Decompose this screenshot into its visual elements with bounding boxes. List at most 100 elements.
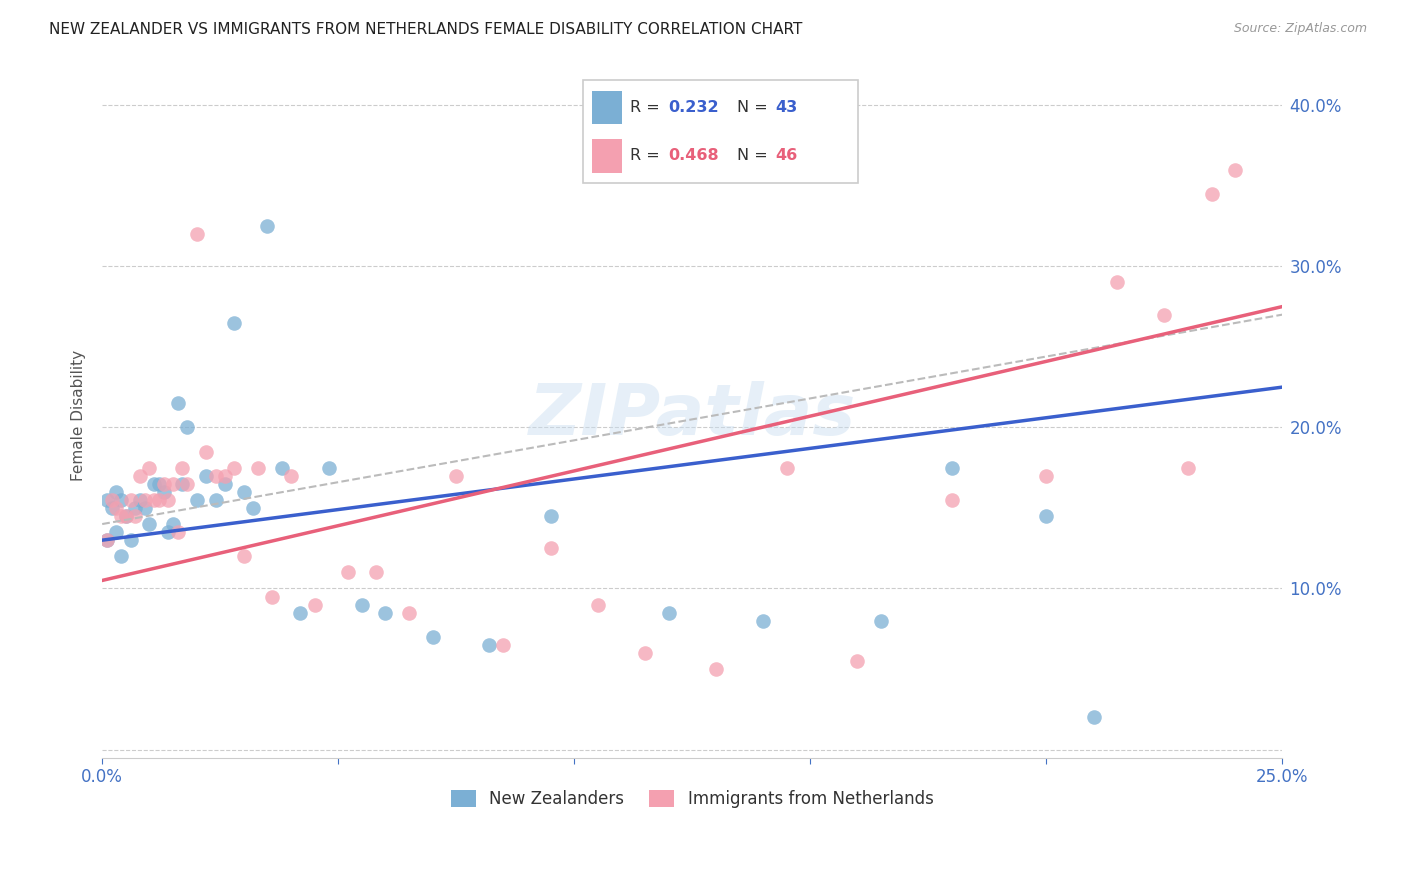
Point bbox=[224, 460, 246, 475]
Point bbox=[1035, 468, 1057, 483]
Y-axis label: Female Disability: Female Disability bbox=[72, 350, 86, 481]
Point bbox=[290, 606, 312, 620]
Point bbox=[214, 476, 236, 491]
Point bbox=[96, 492, 118, 507]
Point bbox=[138, 517, 160, 532]
Text: ZIPatlas: ZIPatlas bbox=[529, 381, 856, 450]
Point bbox=[166, 396, 188, 410]
Point bbox=[870, 614, 893, 628]
Point bbox=[776, 460, 799, 475]
Point bbox=[148, 492, 170, 507]
Point bbox=[941, 460, 963, 475]
Point bbox=[162, 517, 184, 532]
Point bbox=[1035, 508, 1057, 523]
Point bbox=[846, 654, 869, 668]
Text: 43: 43 bbox=[776, 100, 797, 115]
Point bbox=[110, 508, 132, 523]
FancyBboxPatch shape bbox=[583, 80, 858, 183]
Point bbox=[398, 606, 420, 620]
Point bbox=[280, 468, 302, 483]
Point bbox=[157, 492, 180, 507]
Point bbox=[152, 484, 174, 499]
FancyBboxPatch shape bbox=[592, 91, 621, 124]
Point bbox=[1153, 308, 1175, 322]
Point bbox=[232, 549, 254, 564]
Text: 0.232: 0.232 bbox=[668, 100, 718, 115]
Point bbox=[176, 476, 198, 491]
Point bbox=[374, 606, 396, 620]
Point bbox=[172, 476, 194, 491]
Point bbox=[120, 492, 142, 507]
Point bbox=[242, 500, 264, 515]
Point bbox=[114, 508, 136, 523]
Point bbox=[232, 484, 254, 499]
Point bbox=[214, 468, 236, 483]
Point bbox=[204, 468, 226, 483]
Point bbox=[304, 598, 326, 612]
Point bbox=[105, 525, 128, 540]
Point bbox=[162, 476, 184, 491]
Point bbox=[129, 492, 152, 507]
Point bbox=[204, 492, 226, 507]
Point bbox=[138, 460, 160, 475]
Point bbox=[634, 646, 657, 660]
Point bbox=[105, 484, 128, 499]
Point bbox=[143, 476, 166, 491]
Text: N =: N = bbox=[737, 148, 773, 163]
Point bbox=[195, 468, 218, 483]
Point bbox=[96, 533, 118, 548]
Point bbox=[540, 541, 562, 556]
Point bbox=[120, 533, 142, 548]
Point bbox=[364, 566, 387, 580]
Point bbox=[446, 468, 468, 483]
Text: R =: R = bbox=[630, 148, 665, 163]
Point bbox=[658, 606, 681, 620]
Point bbox=[704, 662, 727, 676]
Point bbox=[148, 476, 170, 491]
Point bbox=[166, 525, 188, 540]
Point bbox=[134, 492, 156, 507]
Point bbox=[270, 460, 292, 475]
Point bbox=[262, 590, 284, 604]
Point bbox=[195, 444, 218, 458]
Point bbox=[1083, 710, 1105, 724]
Point bbox=[1223, 162, 1246, 177]
Point bbox=[752, 614, 775, 628]
Point bbox=[134, 500, 156, 515]
Point bbox=[246, 460, 269, 475]
Point bbox=[129, 468, 152, 483]
Point bbox=[96, 533, 118, 548]
Point bbox=[318, 460, 340, 475]
Text: N =: N = bbox=[737, 100, 773, 115]
Point bbox=[492, 638, 515, 652]
Point bbox=[110, 549, 132, 564]
Point bbox=[176, 420, 198, 434]
Point bbox=[105, 500, 128, 515]
Text: 46: 46 bbox=[776, 148, 797, 163]
Point bbox=[143, 492, 166, 507]
Point bbox=[186, 227, 208, 241]
Point bbox=[114, 508, 136, 523]
Point bbox=[124, 500, 146, 515]
FancyBboxPatch shape bbox=[592, 139, 621, 173]
Point bbox=[540, 508, 562, 523]
Point bbox=[157, 525, 180, 540]
Point bbox=[100, 500, 122, 515]
Point bbox=[152, 476, 174, 491]
Text: Source: ZipAtlas.com: Source: ZipAtlas.com bbox=[1233, 22, 1367, 36]
Point bbox=[422, 630, 444, 644]
Text: R =: R = bbox=[630, 100, 665, 115]
Point bbox=[186, 492, 208, 507]
Text: NEW ZEALANDER VS IMMIGRANTS FROM NETHERLANDS FEMALE DISABILITY CORRELATION CHART: NEW ZEALANDER VS IMMIGRANTS FROM NETHERL… bbox=[49, 22, 803, 37]
Point bbox=[941, 492, 963, 507]
Text: 0.468: 0.468 bbox=[668, 148, 718, 163]
Point bbox=[1201, 186, 1223, 201]
Legend: New Zealanders, Immigrants from Netherlands: New Zealanders, Immigrants from Netherla… bbox=[444, 783, 941, 814]
Point bbox=[1107, 276, 1129, 290]
Point bbox=[110, 492, 132, 507]
Point bbox=[224, 316, 246, 330]
Point bbox=[172, 460, 194, 475]
Point bbox=[1177, 460, 1199, 475]
Point bbox=[586, 598, 609, 612]
Point bbox=[350, 598, 373, 612]
